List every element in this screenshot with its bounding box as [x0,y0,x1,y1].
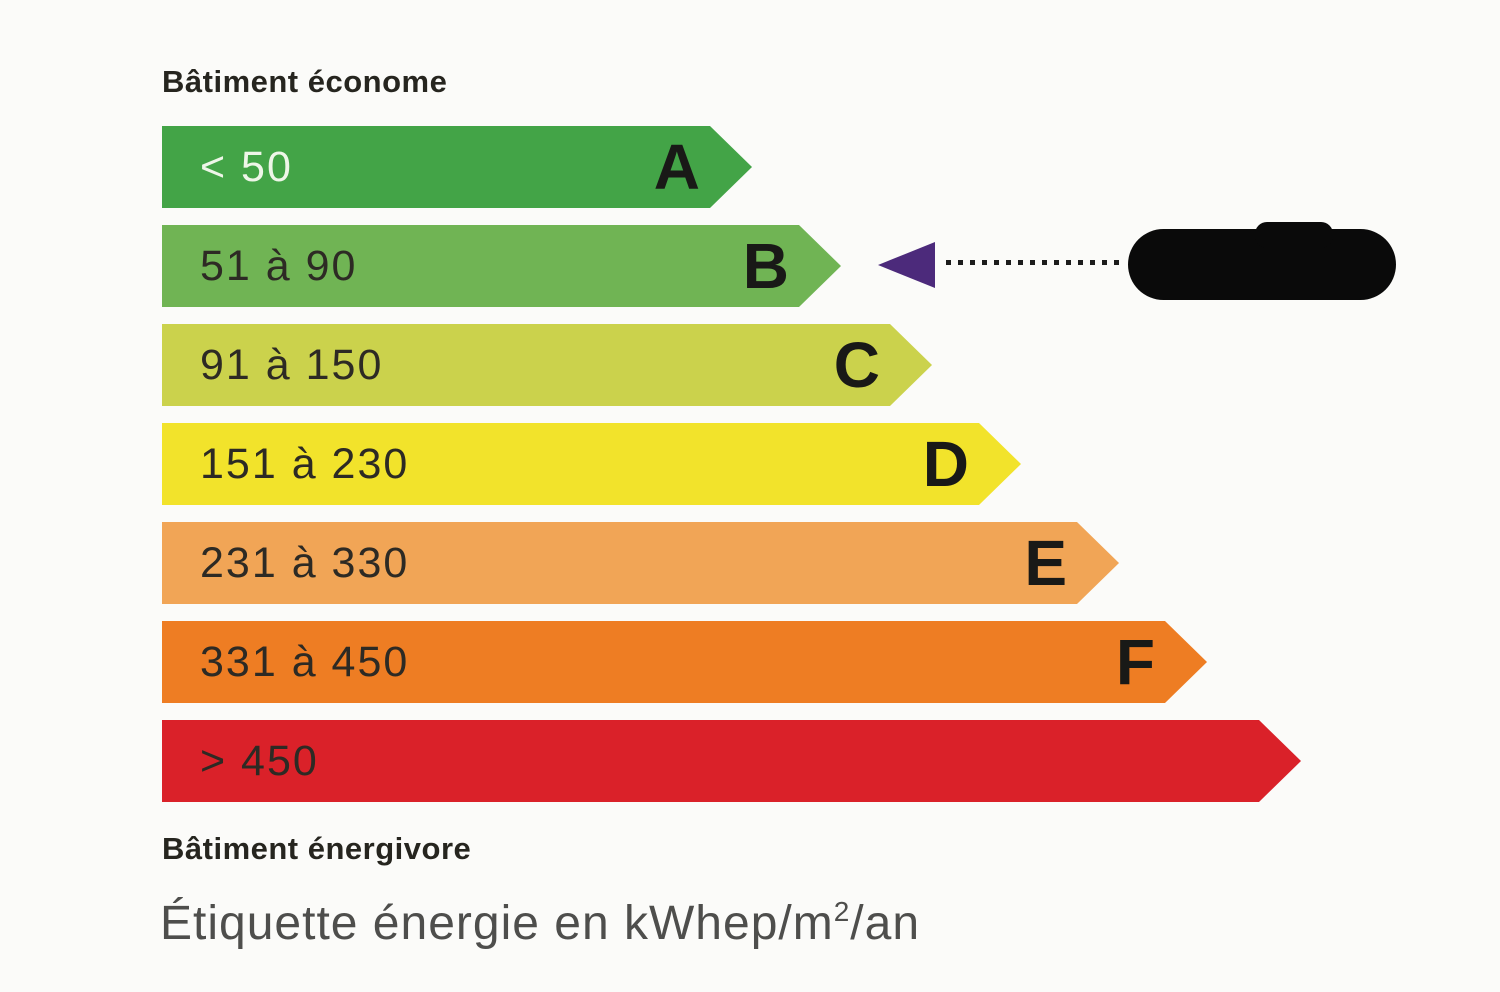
bar-class-a: < 50 A [162,126,752,208]
bar-class-e-range: 231 à 330 [200,538,410,587]
redacted-value-box-edge [1255,222,1333,248]
bar-class-f: 331 à 450 F [162,621,1207,703]
bar-class-f-range: 331 à 450 [200,637,410,686]
bar-class-b: 51 à 90 B [162,225,841,307]
bar-class-d: 151 à 230 D [162,423,1021,505]
bar-class-g: > 450 [162,720,1301,802]
caption-superscript: 2 [833,896,851,927]
bar-class-b-range: 51 à 90 [200,241,358,290]
economical-building-label: Bâtiment économe [162,64,448,99]
arrow-left-icon [878,242,935,288]
bar-class-e-letter: E [1024,527,1067,599]
dotted-leader-line [946,260,1126,265]
bar-class-b-letter: B [742,230,789,302]
energy-intensive-building-label: Bâtiment énergivore [162,831,472,866]
energy-label-caption: Étiquette énergie en kWhep/m2/an [160,896,920,951]
bar-class-f-letter: F [1115,626,1155,698]
bar-class-c-range: 91 à 150 [200,340,384,389]
bar-class-c-letter: C [833,329,880,401]
caption-suffix: /an [850,897,921,950]
caption-prefix: Étiquette énergie en kWhep/m [160,897,834,950]
bar-class-a-letter: A [653,131,700,203]
bar-class-g-range: > 450 [200,736,319,785]
bar-class-d-letter: D [922,428,969,500]
bar-class-c: 91 à 150 C [162,324,932,406]
bar-class-a-range: < 50 [200,142,293,191]
bar-class-d-range: 151 à 230 [200,439,410,488]
bar-class-e: 231 à 330 E [162,522,1119,604]
